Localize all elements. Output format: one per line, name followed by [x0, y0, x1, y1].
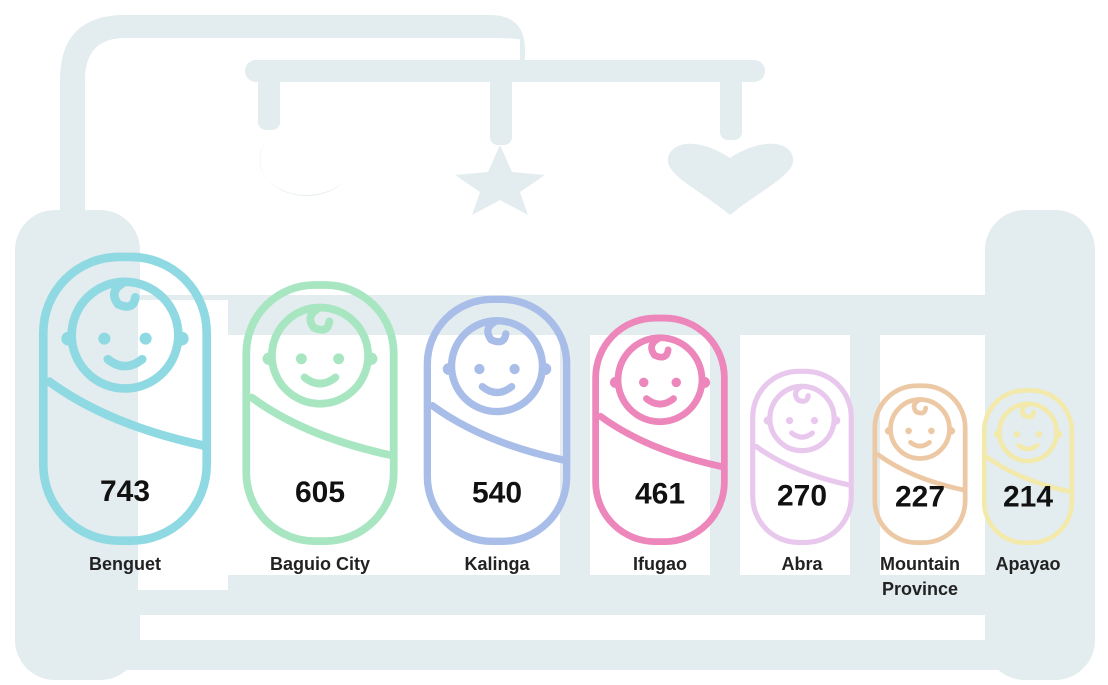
- value-label: 227: [895, 480, 945, 513]
- ear: [365, 352, 378, 365]
- ear: [947, 427, 956, 435]
- baby-icon: [423, 295, 571, 546]
- category-label: Abra: [781, 554, 823, 574]
- smile: [478, 382, 516, 397]
- eye: [1035, 430, 1043, 438]
- category-label: Benguet: [89, 554, 161, 574]
- swaddle-outline: [872, 383, 968, 545]
- swaddle-fold: [597, 412, 725, 470]
- eye: [905, 427, 912, 435]
- category-label: Ifugao: [632, 554, 687, 574]
- swaddle-outline: [981, 388, 1075, 546]
- ear: [262, 352, 275, 365]
- ear: [1054, 430, 1063, 438]
- eye: [139, 332, 152, 345]
- value-label: 270: [777, 480, 827, 513]
- eye: [295, 353, 307, 365]
- ear: [174, 331, 189, 346]
- eye: [474, 363, 485, 375]
- hair-curl: [1019, 401, 1036, 420]
- category-label: Mountain Province: [879, 554, 960, 599]
- smile: [300, 373, 340, 388]
- swaddle-fold: [45, 377, 207, 450]
- smile: [789, 430, 815, 440]
- ear: [763, 416, 772, 425]
- head: [767, 383, 837, 454]
- smile: [103, 354, 147, 371]
- category-label: Apayao: [995, 554, 1061, 574]
- eye: [785, 416, 794, 425]
- ear: [993, 430, 1002, 438]
- swaddle-outline: [592, 314, 728, 545]
- swaddle-outline: [242, 281, 398, 546]
- ear: [442, 363, 455, 375]
- ear: [61, 331, 76, 346]
- value-label: 461: [635, 477, 685, 510]
- hair-curl: [911, 397, 929, 416]
- swaddle-fold: [875, 452, 966, 493]
- baby-icon: [39, 252, 212, 546]
- value-label: 605: [295, 476, 345, 509]
- eye: [509, 363, 520, 375]
- baby-icon: [872, 383, 968, 545]
- smile: [1016, 442, 1040, 452]
- crib-background: [15, 15, 1095, 680]
- category-label: Baguio City: [269, 554, 370, 574]
- value-label: 743: [100, 475, 150, 508]
- hair-curl: [306, 303, 334, 334]
- head: [614, 334, 706, 426]
- ear: [609, 377, 621, 388]
- smile: [908, 439, 932, 449]
- smile: [643, 395, 677, 408]
- swaddle-fold: [428, 402, 567, 464]
- value-label: 540: [472, 477, 522, 510]
- swaddle-fold: [985, 454, 1072, 494]
- eye: [810, 416, 819, 425]
- pictograms: 743 605 540 461 270 227 214: [39, 252, 1075, 546]
- eye: [639, 377, 649, 388]
- hair-curl: [484, 316, 510, 346]
- ear: [832, 416, 841, 425]
- head: [888, 397, 952, 461]
- swaddle-outline: [750, 368, 854, 545]
- eye: [333, 353, 345, 365]
- ear: [699, 377, 711, 388]
- swaddle-fold: [753, 443, 852, 488]
- baby-icon: [242, 281, 398, 546]
- baby-icon: [750, 368, 854, 545]
- value-label: 214: [1003, 480, 1053, 513]
- hair-curl: [109, 277, 140, 311]
- ear: [539, 363, 552, 375]
- hair-curl: [648, 334, 672, 361]
- eye: [98, 332, 111, 345]
- ear: [884, 427, 893, 435]
- hair-curl: [792, 383, 811, 404]
- eye: [671, 377, 681, 388]
- eye: [928, 427, 935, 435]
- baby-icon: [592, 314, 728, 545]
- swaddle-fold: [247, 393, 394, 459]
- eye: [1013, 430, 1021, 438]
- category-label: Kalinga: [464, 554, 530, 574]
- baby-icon: [981, 388, 1075, 546]
- swaddle-outline: [423, 295, 571, 546]
- swaddle-outline: [39, 252, 212, 546]
